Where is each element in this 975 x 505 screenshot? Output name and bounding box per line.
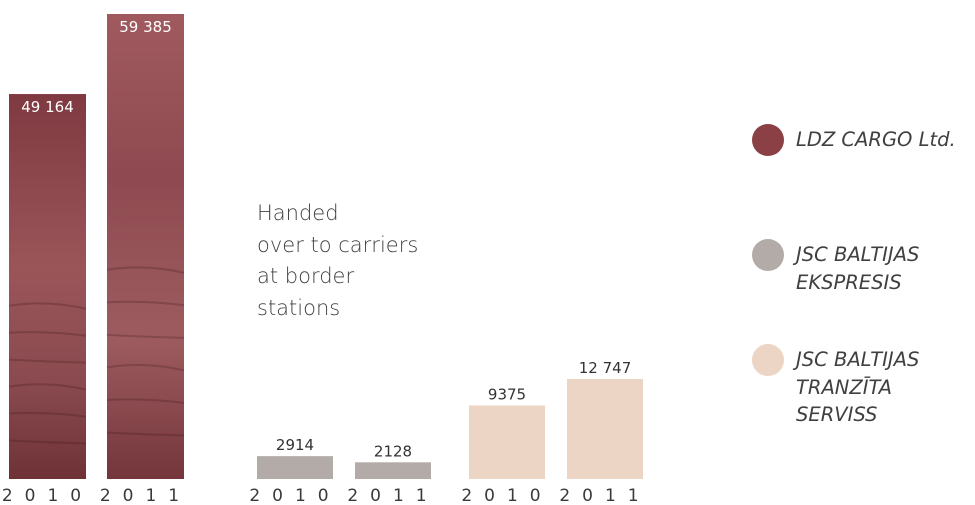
bar-texture-stroke xyxy=(8,383,87,391)
bar-jsc-baltijas-tranz-ta-serviss-2011 xyxy=(567,379,643,479)
data-label: 9375 xyxy=(488,385,526,403)
x-tick-label: 2010 xyxy=(249,486,340,505)
x-tick-label: 2010 xyxy=(461,486,552,505)
x-tick-label: 2011 xyxy=(100,486,191,505)
bar-texture-stroke xyxy=(106,300,185,307)
legend-label-baltijas-tranzita: JSC BALTIJAS TRANZĪTA SERVISS xyxy=(796,348,920,426)
bar-texture-stroke xyxy=(106,398,185,404)
x-tick-label: 2011 xyxy=(559,486,650,505)
data-label: 49 164 xyxy=(21,98,74,116)
data-label: 59 385 xyxy=(119,18,172,36)
bar-ldz-cargo-ltd-2011 xyxy=(107,14,184,479)
bar-ldz-cargo-ltd-2010 xyxy=(9,94,86,480)
legend-label-ldz-cargo: LDZ CARGO Ltd. xyxy=(796,128,956,151)
legend-item-baltijas-ekspresis: JSC BALTIJAS EKSPRESIS xyxy=(752,239,919,296)
bar-texture-stroke xyxy=(106,431,185,437)
bar-texture-stroke xyxy=(106,333,185,339)
data-label: 2128 xyxy=(374,442,412,460)
data-label: 12 747 xyxy=(579,359,632,377)
bar-texture-stroke xyxy=(8,358,87,364)
bar-jsc-baltijas-tranz-ta-serviss-2010 xyxy=(469,405,545,479)
x-tick-label: 2010 xyxy=(2,486,93,505)
x-tick-label: 2011 xyxy=(347,486,438,505)
bar-texture-stroke xyxy=(106,266,185,274)
legend: LDZ CARGO Ltd. JSC BALTIJAS EKSPRESIS JS… xyxy=(752,0,975,505)
legend-item-ldz-cargo: LDZ CARGO Ltd. xyxy=(752,124,956,156)
legend-swatch-ldz-cargo xyxy=(752,124,784,156)
legend-label-baltijas-ekspresis: JSC BALTIJAS EKSPRESIS xyxy=(796,243,920,294)
data-label: 2914 xyxy=(276,436,314,454)
bar-texture-stroke xyxy=(8,331,87,337)
bar-texture-stroke xyxy=(106,364,185,372)
bar-texture-stroke xyxy=(8,439,87,445)
legend-swatch-baltijas-tranzita xyxy=(752,344,784,376)
legend-item-baltijas-tranzita: JSC BALTIJAS TRANZĪTA SERVISS xyxy=(752,344,975,429)
bar-texture-stroke xyxy=(8,412,87,418)
bar-jsc-baltijas-ekspresis-2010 xyxy=(257,456,333,479)
bar-jsc-baltijas-ekspresis-2011 xyxy=(355,462,431,479)
bar-texture-stroke xyxy=(8,302,87,310)
chart-annotation: Handed over to carriers at border statio… xyxy=(257,201,419,320)
legend-swatch-baltijas-ekspresis xyxy=(752,239,784,271)
